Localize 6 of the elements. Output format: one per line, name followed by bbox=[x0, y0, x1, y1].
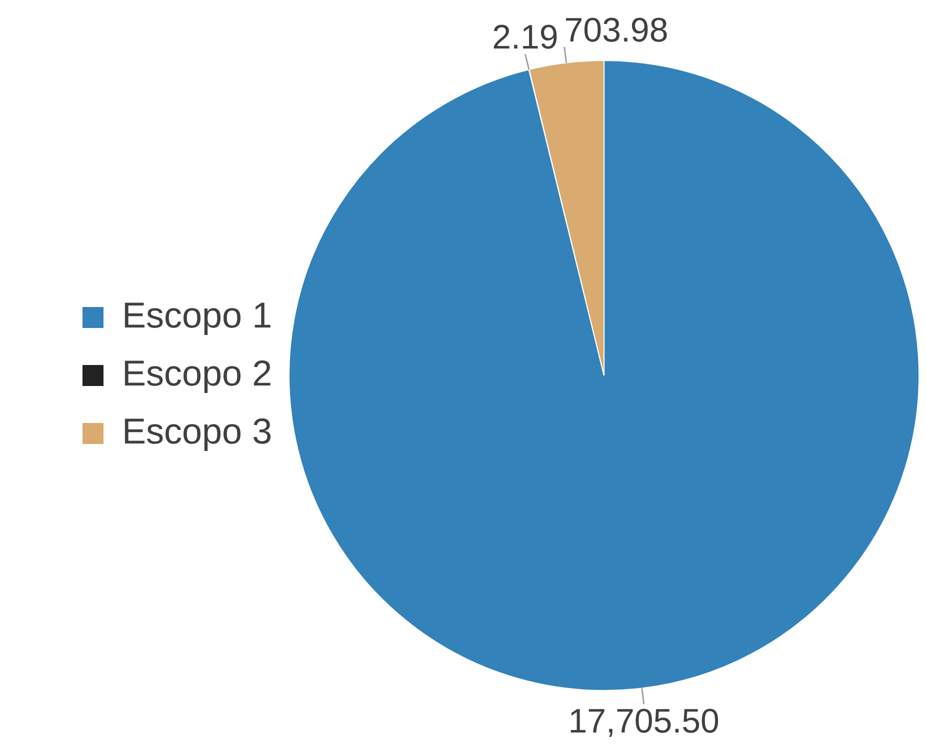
legend-label: Escopo 2 bbox=[122, 352, 272, 394]
legend-label: Escopo 3 bbox=[122, 410, 272, 452]
data-label: 2.19 bbox=[492, 18, 558, 56]
legend-label: Escopo 1 bbox=[122, 294, 272, 336]
data-label: 17,705.50 bbox=[568, 702, 720, 740]
data-label: 703.98 bbox=[564, 11, 668, 50]
